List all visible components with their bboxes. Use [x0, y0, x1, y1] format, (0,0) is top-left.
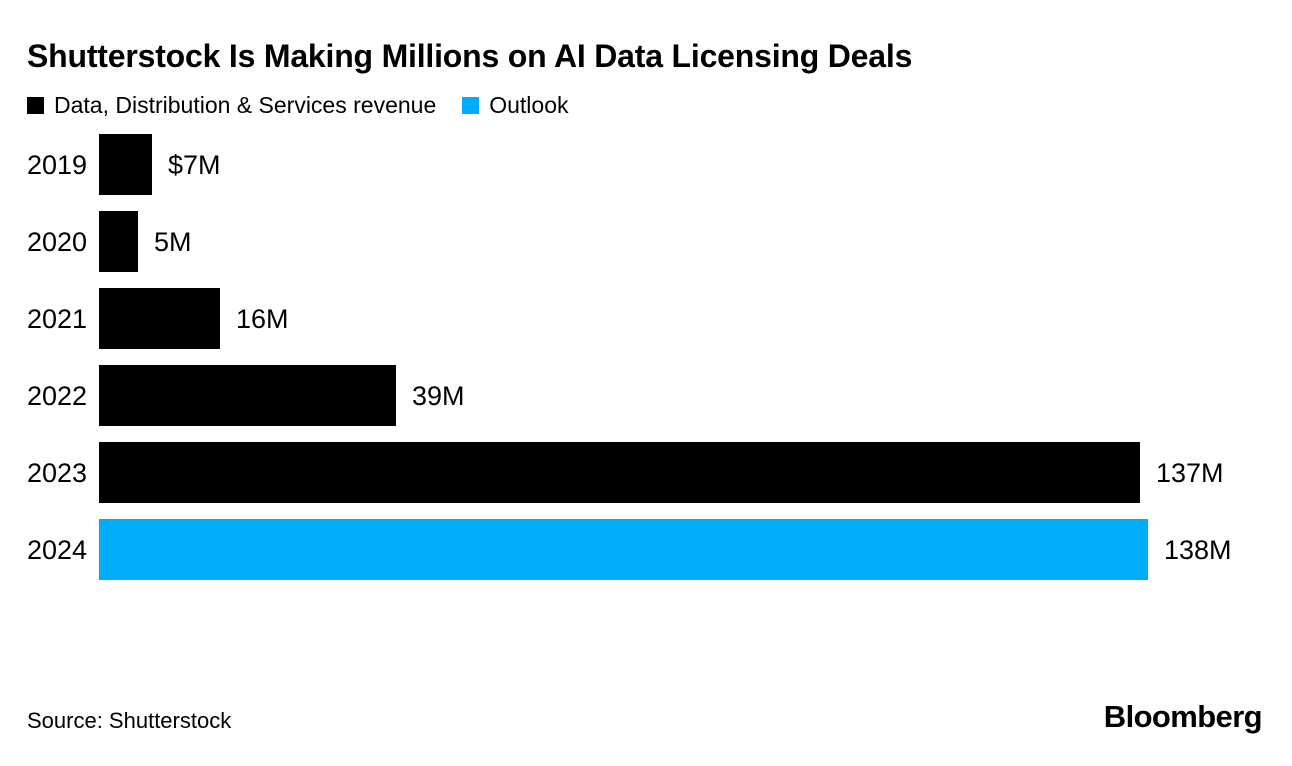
bar-row: 2021 16M [27, 288, 1262, 349]
source-note: Source: Shutterstock [27, 708, 232, 733]
bar-category-label: 2021 [27, 303, 88, 334]
chart-legend: Data, Distribution & Services revenue Ou… [27, 90, 1262, 120]
bar-category-label: 2023 [27, 457, 88, 488]
bar-track: $7M [99, 134, 1262, 195]
bar-2021 [99, 288, 220, 349]
bar-category-label: 2019 [27, 149, 88, 180]
bar-row: 2022 39M [27, 365, 1262, 426]
legend-label-revenue: Data, Distribution & Services revenue [54, 92, 437, 118]
bar-row: 2020 5M [27, 211, 1262, 272]
bar-category-label: 2020 [27, 226, 88, 257]
bar-value-label: 16M [236, 303, 289, 334]
bar-value-label: 39M [412, 380, 465, 411]
bar-value-label: $7M [168, 149, 221, 180]
bar-category-label: 2022 [27, 380, 88, 411]
bar-track: 16M [99, 288, 1262, 349]
bar-row: 2023 137M [27, 442, 1262, 503]
bar-track: 5M [99, 211, 1262, 272]
bar-track: 39M [99, 365, 1262, 426]
legend-item-revenue: Data, Distribution & Services revenue [27, 92, 436, 118]
legend-item-outlook: Outlook [462, 92, 569, 118]
bar-2019 [99, 134, 152, 195]
bar-row: 2024 138M [27, 519, 1262, 580]
bar-row: 2019 $7M [27, 134, 1262, 195]
bar-2020 [99, 211, 138, 272]
bar-category-label: 2024 [27, 534, 88, 565]
page-title: Shutterstock Is Making Millions on AI Da… [27, 38, 913, 74]
legend-swatch-outlook-icon [462, 96, 480, 114]
bar-track: 137M [99, 442, 1262, 503]
bar-2024 [99, 519, 1148, 580]
bar-value-label: 138M [1164, 534, 1232, 565]
chart-footer: Source: Shutterstock Bloomberg [27, 699, 1263, 734]
legend-swatch-revenue-icon [27, 96, 44, 114]
bar-value-label: 137M [1156, 457, 1224, 488]
legend-label-outlook: Outlook [489, 92, 569, 118]
bloomberg-logo: Bloomberg [1103, 699, 1263, 734]
bar-2022 [99, 365, 396, 426]
bar-2023 [99, 442, 1140, 503]
bar-track: 138M [99, 519, 1262, 580]
bar-value-label: 5M [154, 226, 192, 257]
bar-chart-plot: 2019 $7M 2020 5M 2021 16M 2022 3 [27, 134, 1262, 580]
